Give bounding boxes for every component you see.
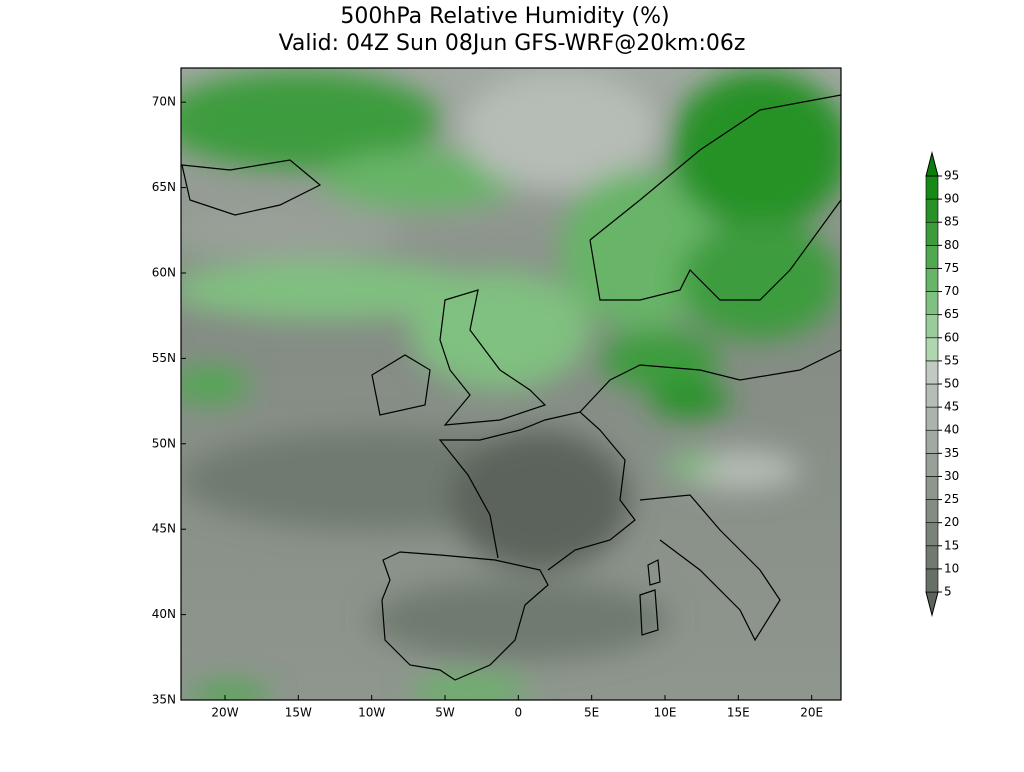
colorbar-box xyxy=(925,314,939,339)
colorbar-box xyxy=(925,383,939,408)
lat-label: 55N xyxy=(152,351,176,365)
lon-label: 10W xyxy=(358,706,385,720)
colorbar-box xyxy=(925,453,939,477)
colorbar-box xyxy=(925,476,939,500)
colorbar-box xyxy=(925,522,939,547)
colorbar-box xyxy=(925,568,939,593)
coastlines xyxy=(181,94,841,681)
colorbar-label: 60 xyxy=(944,330,959,344)
colorbar-label: 15 xyxy=(944,538,959,552)
lat-label: 50N xyxy=(152,436,176,450)
colorbar-label: 55 xyxy=(944,353,959,367)
colorbar-label: 65 xyxy=(944,307,959,321)
lon-label: 5E xyxy=(584,706,599,720)
colorbar-box xyxy=(925,545,939,570)
lat-label: 65N xyxy=(152,180,176,194)
lon-label: 10E xyxy=(654,706,677,720)
lon-label: 15W xyxy=(285,706,312,720)
map-frame xyxy=(180,67,842,701)
colorbar-box xyxy=(925,337,939,362)
colorbar-box xyxy=(925,429,939,454)
lat-label: 60N xyxy=(152,265,176,279)
colorbar-label: 80 xyxy=(944,238,959,252)
colorbar-label: 90 xyxy=(944,192,959,206)
colorbar-label: 30 xyxy=(944,469,959,483)
colorbar-label: 95 xyxy=(944,169,959,183)
colorbar-box xyxy=(925,291,939,315)
lat-label: 40N xyxy=(152,607,176,621)
colorbar-box xyxy=(925,175,939,200)
colorbar-label: 75 xyxy=(944,261,959,275)
colorbar-box xyxy=(925,499,939,523)
colorbar-arrow xyxy=(925,150,939,177)
colorbar-label: 5 xyxy=(944,585,952,599)
humidity-field xyxy=(181,68,841,700)
colorbar-label: 85 xyxy=(944,215,959,229)
colorbar-label: 40 xyxy=(944,423,959,437)
colorbar-arrow xyxy=(925,591,939,618)
lat-label: 35N xyxy=(152,693,176,707)
colorbar-box xyxy=(925,268,939,292)
lon-label: 0 xyxy=(515,706,523,720)
colorbar-label: 70 xyxy=(944,284,959,298)
colorbar-label: 10 xyxy=(944,561,959,575)
colorbar-label: 45 xyxy=(944,400,959,414)
lon-label: 5W xyxy=(435,706,455,720)
colorbar-label: 50 xyxy=(944,377,959,391)
colorbar-box xyxy=(925,360,939,385)
lon-label: 20W xyxy=(211,706,238,720)
colorbar-box xyxy=(925,198,939,223)
colorbar-label: 35 xyxy=(944,446,959,460)
subtitle: Valid: 04Z Sun 08Jun GFS-WRF@20km:06z xyxy=(279,31,746,56)
lon-label: 20E xyxy=(800,706,823,720)
colorbar-label: 25 xyxy=(944,492,959,506)
lon-label: 15E xyxy=(727,706,750,720)
colorbar-label: 20 xyxy=(944,515,959,529)
colorbar-box xyxy=(925,245,939,269)
lat-label: 70N xyxy=(152,95,176,109)
lat-label: 45N xyxy=(152,522,176,536)
colorbar-box xyxy=(925,221,939,246)
title: 500hPa Relative Humidity (%) xyxy=(340,4,669,29)
colorbar-box xyxy=(925,406,939,431)
